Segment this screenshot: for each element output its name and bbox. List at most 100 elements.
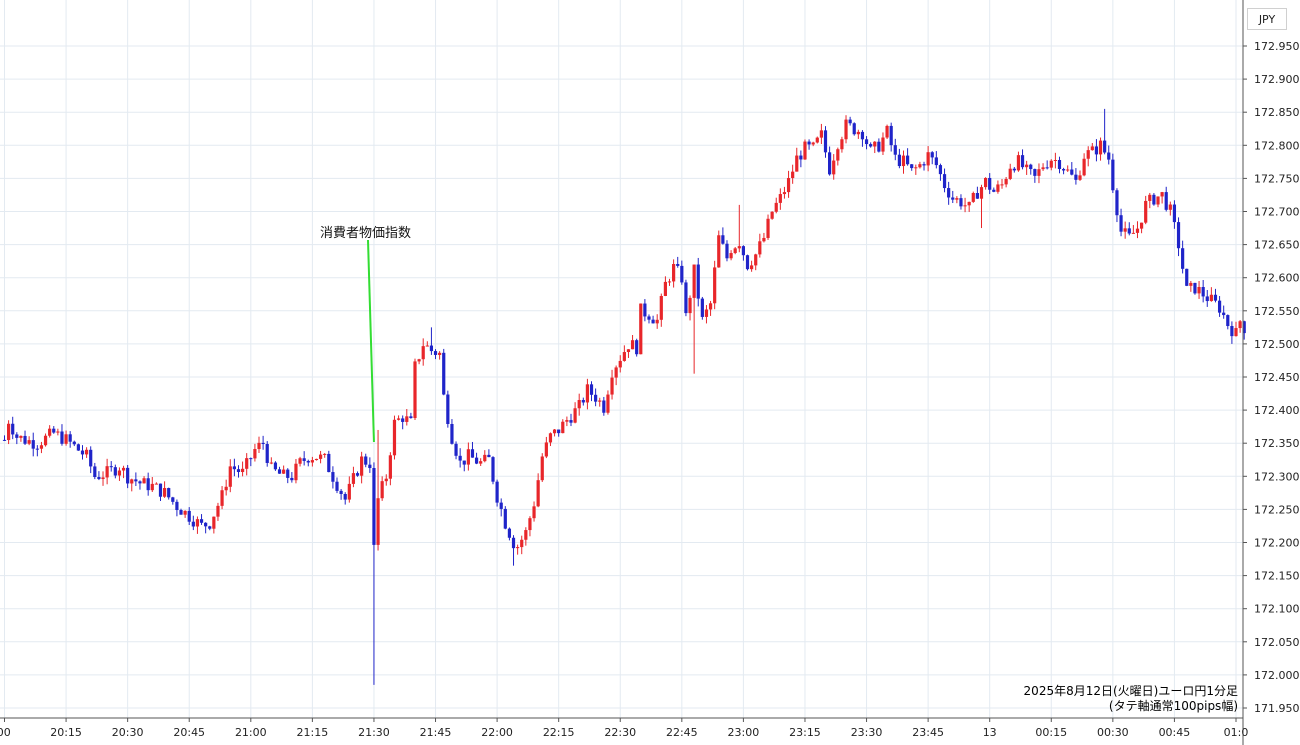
candle <box>224 479 228 496</box>
candle-body <box>216 505 220 517</box>
candle <box>417 358 421 365</box>
candle <box>1144 195 1148 225</box>
candle-body <box>548 433 553 443</box>
candle-body <box>286 469 290 478</box>
candle <box>162 481 167 498</box>
candle <box>347 476 351 503</box>
candle-body <box>852 123 856 135</box>
price-tick-label: 172.300 <box>1254 470 1300 483</box>
candle-body <box>1164 192 1168 210</box>
candle-body <box>877 141 881 152</box>
candle-body <box>351 473 356 484</box>
candle <box>495 479 499 507</box>
candle-body <box>1049 160 1053 168</box>
candle <box>717 230 721 268</box>
candle <box>1074 168 1078 185</box>
candle-body <box>15 434 19 438</box>
candle <box>885 124 889 140</box>
candle <box>745 254 750 271</box>
candle-body <box>105 466 109 478</box>
candle-body <box>1242 321 1246 334</box>
candle-body <box>298 458 302 464</box>
candle <box>901 150 906 174</box>
candle-body <box>1074 174 1078 180</box>
candle <box>676 256 680 268</box>
candle-body <box>323 453 327 455</box>
candle-body <box>302 458 306 461</box>
candle-body <box>1209 294 1213 302</box>
candle-body <box>277 469 282 474</box>
candle-body <box>745 255 750 270</box>
candle-body <box>1016 155 1021 171</box>
candle-body <box>121 467 126 471</box>
time-tick-label: 00:45 <box>1159 726 1191 739</box>
price-tick-label: 172.900 <box>1254 73 1300 86</box>
candle <box>1181 240 1185 274</box>
candle-body <box>885 125 889 138</box>
candle <box>117 467 122 481</box>
candle-body <box>474 457 479 464</box>
candle <box>647 314 651 324</box>
caption-line-2: (タテ軸通常100pips幅) <box>1108 699 1238 713</box>
candle-body <box>1045 167 1049 169</box>
candle <box>167 487 171 500</box>
candle-body <box>1008 168 1012 179</box>
candle <box>979 184 984 229</box>
candle-body <box>171 497 175 502</box>
candle-body <box>963 205 967 207</box>
candle-body <box>1168 204 1172 210</box>
candle-body <box>766 218 770 238</box>
candle-body <box>692 264 696 298</box>
candle <box>1193 282 1197 295</box>
candle <box>273 461 278 471</box>
candle-body <box>376 498 380 545</box>
candle-body <box>622 352 626 361</box>
candle <box>195 516 200 534</box>
candle-body <box>68 434 72 442</box>
candle <box>836 147 840 166</box>
candle-body <box>380 481 384 499</box>
candle <box>380 476 384 501</box>
candle-body <box>704 309 709 317</box>
candle-body <box>951 197 955 200</box>
candle-body <box>429 345 434 352</box>
candle <box>1156 196 1160 208</box>
candle-body <box>113 467 117 476</box>
candle <box>199 514 204 525</box>
candle <box>1226 314 1230 330</box>
candle <box>918 161 922 169</box>
candle-body <box>405 416 409 422</box>
candle <box>327 450 331 473</box>
candle <box>618 355 622 373</box>
candle <box>758 233 762 258</box>
currency-label[interactable]: JPY <box>1247 8 1287 30</box>
candle <box>479 458 483 466</box>
candle-body <box>869 144 873 147</box>
candle-body <box>996 184 1000 192</box>
candle-body <box>491 457 495 482</box>
candle <box>1222 305 1226 319</box>
candle <box>725 240 729 262</box>
candle-body <box>906 155 910 165</box>
candle <box>828 146 832 176</box>
candle-body <box>1078 175 1082 180</box>
candle-body <box>594 394 598 402</box>
price-tick-label: 172.600 <box>1254 272 1300 285</box>
candle <box>306 459 310 467</box>
candle <box>458 448 462 468</box>
time-tick-label: 21:30 <box>358 726 390 739</box>
candle <box>906 148 910 166</box>
candle-body <box>540 456 544 481</box>
candle-body <box>1123 228 1127 232</box>
candle-body <box>89 449 93 467</box>
candle <box>1045 160 1049 170</box>
candle <box>988 173 992 195</box>
candle <box>544 436 548 459</box>
candle-body <box>589 384 594 395</box>
candle-body <box>569 420 573 423</box>
candle <box>228 459 232 493</box>
candle-body <box>433 351 438 355</box>
candle-body <box>807 141 811 145</box>
candle-body <box>786 178 791 193</box>
candle <box>2 435 7 441</box>
